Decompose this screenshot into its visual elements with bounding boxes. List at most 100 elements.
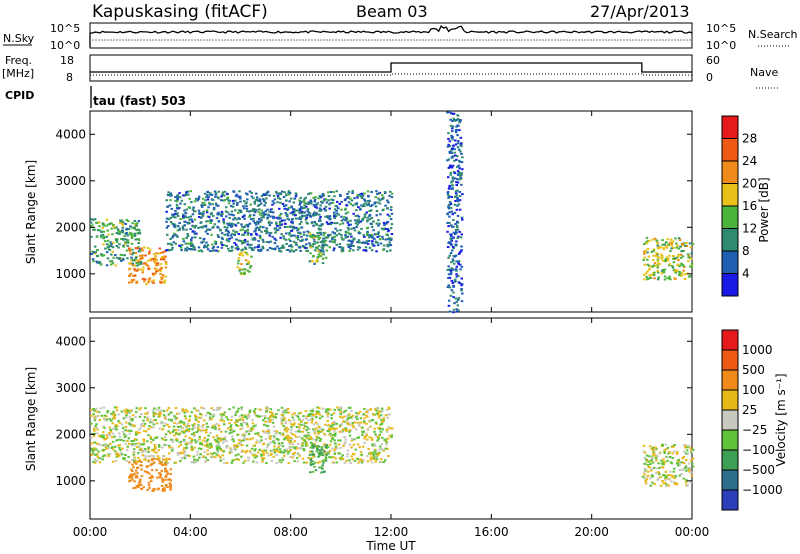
echo-cell xyxy=(233,447,236,450)
echo-cell xyxy=(301,430,304,433)
echo-cell xyxy=(124,238,127,241)
echo-cell xyxy=(190,242,193,244)
echo-cell xyxy=(174,407,178,409)
echo-cell xyxy=(142,440,146,443)
echo-cell xyxy=(290,206,293,209)
echo-cell xyxy=(448,221,451,224)
echo-cell xyxy=(204,456,208,459)
echo-cell xyxy=(272,435,276,438)
echo-cell xyxy=(202,429,205,432)
echo-cell xyxy=(230,461,233,464)
echo-cell xyxy=(206,248,210,251)
echo-cell xyxy=(117,438,120,441)
echo-cell xyxy=(102,425,105,428)
echo-cell xyxy=(671,457,674,460)
echo-cell xyxy=(117,444,120,447)
echo-cell xyxy=(204,429,208,432)
echo-cell xyxy=(388,241,391,244)
echo-cell xyxy=(114,254,117,256)
echo-cell xyxy=(252,425,255,428)
echo-cell xyxy=(200,205,204,208)
echo-cell xyxy=(649,484,653,487)
echo-cell xyxy=(100,234,103,237)
echo-cell xyxy=(206,194,209,197)
echo-cell xyxy=(460,233,463,236)
echo-cell xyxy=(234,247,238,250)
echo-cell xyxy=(375,407,379,410)
echo-cell xyxy=(260,230,263,233)
echo-cell xyxy=(256,415,260,417)
echo-cell xyxy=(136,264,139,267)
echo-cell xyxy=(258,208,261,211)
echo-cell xyxy=(267,241,271,244)
echo-cell xyxy=(91,224,94,227)
echo-cell xyxy=(250,255,253,258)
echo-cell xyxy=(665,483,668,486)
echo-cell xyxy=(646,251,649,254)
echo-cell xyxy=(449,164,452,167)
echo-cell xyxy=(307,193,310,196)
echo-cell xyxy=(650,273,654,276)
echo-cell xyxy=(276,245,279,248)
echo-cell xyxy=(118,421,121,424)
echo-cell xyxy=(381,235,384,238)
echo-cell xyxy=(186,425,189,427)
echo-cell xyxy=(182,456,185,459)
echo-cell xyxy=(293,447,297,450)
echo-cell xyxy=(237,233,240,235)
echo-cell xyxy=(291,413,294,416)
echo-cell xyxy=(220,246,224,249)
echo-cell xyxy=(281,410,285,413)
echo-cell xyxy=(243,271,246,274)
echo-cell xyxy=(101,227,104,229)
echo-cell xyxy=(216,449,219,452)
echo-cell xyxy=(235,193,239,196)
echo-cell xyxy=(137,452,140,455)
echo-cell xyxy=(448,241,451,244)
echo-cell xyxy=(170,207,174,210)
echo-cell xyxy=(125,449,129,452)
echo-cell xyxy=(323,450,326,453)
echo-cell xyxy=(333,208,337,211)
colorbar-frame xyxy=(721,329,739,511)
echo-cell xyxy=(129,252,132,255)
echo-cell xyxy=(253,413,257,416)
echo-cell xyxy=(148,251,151,254)
echo-cell xyxy=(321,451,324,454)
echo-cell xyxy=(356,457,359,460)
echo-cell xyxy=(159,272,162,275)
echo-cell xyxy=(451,180,454,183)
echo-cell xyxy=(359,458,362,461)
echo-cell xyxy=(176,212,179,215)
echo-cell xyxy=(115,409,119,412)
echo-cell xyxy=(267,430,270,432)
echo-cell xyxy=(208,418,212,421)
echo-cell xyxy=(249,203,252,206)
echo-cell xyxy=(264,210,267,213)
echo-cell xyxy=(387,229,391,232)
echo-cell xyxy=(196,439,199,442)
echo-cell xyxy=(361,431,365,434)
echo-cell xyxy=(220,415,223,418)
echo-cell xyxy=(452,225,455,228)
echo-cell xyxy=(327,199,330,202)
echo-cell xyxy=(116,425,119,428)
echo-cell xyxy=(93,429,96,432)
echo-cell xyxy=(132,274,135,277)
echo-cell xyxy=(152,282,155,284)
echo-cell xyxy=(356,214,359,217)
echo-cell xyxy=(460,249,463,252)
echo-cell xyxy=(365,434,369,437)
echo-cell xyxy=(207,206,210,209)
echo-cell xyxy=(283,219,286,222)
echo-cell xyxy=(447,132,450,135)
echo-cell xyxy=(133,472,136,475)
echo-cell xyxy=(364,202,367,205)
echo-cell xyxy=(644,272,648,275)
echo-cell xyxy=(345,429,348,432)
echo-cell xyxy=(645,475,648,478)
echo-cell xyxy=(124,223,127,225)
echo-cell xyxy=(161,409,164,412)
colorbar-tick-label: 8 xyxy=(742,244,750,258)
echo-cell xyxy=(342,444,345,447)
